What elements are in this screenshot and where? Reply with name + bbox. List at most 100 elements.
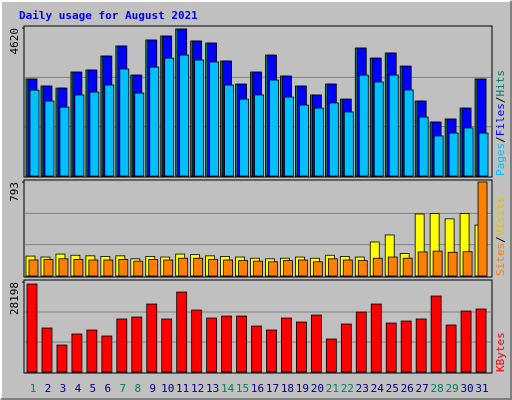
- bar: [209, 61, 220, 177]
- x-tick-label: 16: [251, 382, 264, 395]
- bar: [89, 91, 100, 177]
- bar: [269, 79, 279, 177]
- x-tick-label: 7: [119, 382, 126, 395]
- chart-title: Daily usage for August 2021: [19, 9, 198, 22]
- bar: [254, 94, 264, 177]
- bar: [370, 303, 382, 373]
- bar: [430, 295, 442, 373]
- bar: [340, 323, 352, 373]
- bar: [179, 54, 190, 177]
- bar: [477, 181, 488, 277]
- bar: [445, 324, 457, 373]
- x-tick-label: 18: [281, 382, 294, 395]
- x-tick-label: 5: [90, 382, 97, 395]
- bar: [103, 259, 114, 277]
- bar: [163, 259, 174, 277]
- x-tick-label: 20: [311, 382, 324, 395]
- legend-entry: Hits: [494, 70, 507, 97]
- x-tick-label: 9: [149, 382, 156, 395]
- legend-separator: /: [494, 136, 507, 143]
- bar: [342, 259, 353, 277]
- bar: [28, 259, 39, 277]
- bar: [388, 74, 399, 177]
- bar: [206, 317, 218, 373]
- bar: [148, 259, 159, 277]
- bar: [178, 257, 189, 277]
- x-tick-label: 29: [445, 382, 458, 395]
- x-tick-label: 14: [221, 382, 235, 395]
- bar: [26, 283, 38, 373]
- bar: [460, 310, 472, 373]
- x-tick-label: 23: [356, 382, 369, 395]
- bar: [134, 92, 145, 177]
- bar: [194, 59, 205, 177]
- bar: [372, 257, 383, 277]
- y-tick-label: 4620: [8, 28, 21, 55]
- bar: [221, 315, 232, 373]
- bar: [88, 259, 99, 277]
- bar: [58, 258, 69, 277]
- x-tick-label: 11: [176, 382, 189, 395]
- bar: [415, 318, 427, 373]
- bar: [133, 260, 144, 277]
- x-tick-label: 4: [75, 382, 82, 395]
- bar: [208, 259, 219, 277]
- y-tick-label: 793: [8, 182, 21, 202]
- x-tick-label: 6: [105, 382, 112, 395]
- bar: [86, 329, 98, 373]
- bar: [253, 260, 263, 277]
- bar: [236, 315, 247, 373]
- bar: [239, 98, 249, 177]
- bar: [296, 321, 307, 373]
- bar: [223, 259, 233, 277]
- bar: [161, 318, 173, 373]
- x-tick-label: 2: [45, 382, 52, 395]
- bar: [448, 132, 459, 177]
- x-tick-label: 3: [60, 382, 67, 395]
- legend-entry: Files: [494, 103, 507, 136]
- bar: [478, 132, 489, 177]
- x-tick-label: 21: [326, 382, 339, 395]
- bar: [164, 57, 175, 177]
- bar: [266, 329, 277, 373]
- legend-entry: Visits: [494, 197, 507, 237]
- legend-separator: /: [494, 236, 507, 243]
- bar: [447, 251, 458, 277]
- x-tick-label: 10: [161, 382, 174, 395]
- bar: [299, 104, 309, 177]
- bar: [432, 250, 443, 277]
- x-tick-label: 26: [401, 382, 414, 395]
- x-tick-label: 1: [30, 382, 37, 395]
- bar: [325, 338, 337, 373]
- bar: [463, 127, 474, 177]
- legend: Pages/Files/Hits: [494, 70, 507, 176]
- bar: [118, 259, 129, 277]
- legend: KBytes: [494, 332, 507, 372]
- bar: [44, 100, 55, 177]
- x-tick-label: 31: [475, 382, 488, 395]
- bar: [327, 258, 338, 277]
- x-tick-label: 24: [371, 382, 385, 395]
- bar: [284, 96, 294, 177]
- x-tick-label: 30: [460, 382, 473, 395]
- bar: [328, 102, 339, 177]
- x-tick-label: 12: [191, 382, 204, 395]
- legend-entry: Sites: [494, 243, 507, 276]
- bar: [29, 89, 40, 177]
- bar: [400, 320, 412, 373]
- bar: [119, 68, 130, 177]
- bar: [357, 260, 368, 277]
- bar: [238, 260, 248, 277]
- bar: [43, 259, 54, 277]
- x-tick-label: 8: [134, 382, 141, 395]
- bar: [56, 344, 68, 373]
- x-tick-label: 17: [266, 382, 279, 395]
- bar: [268, 261, 278, 277]
- bar: [358, 74, 369, 177]
- bar: [101, 335, 113, 373]
- bar: [73, 259, 84, 277]
- x-tick-label: 15: [236, 382, 249, 395]
- bar: [462, 251, 473, 277]
